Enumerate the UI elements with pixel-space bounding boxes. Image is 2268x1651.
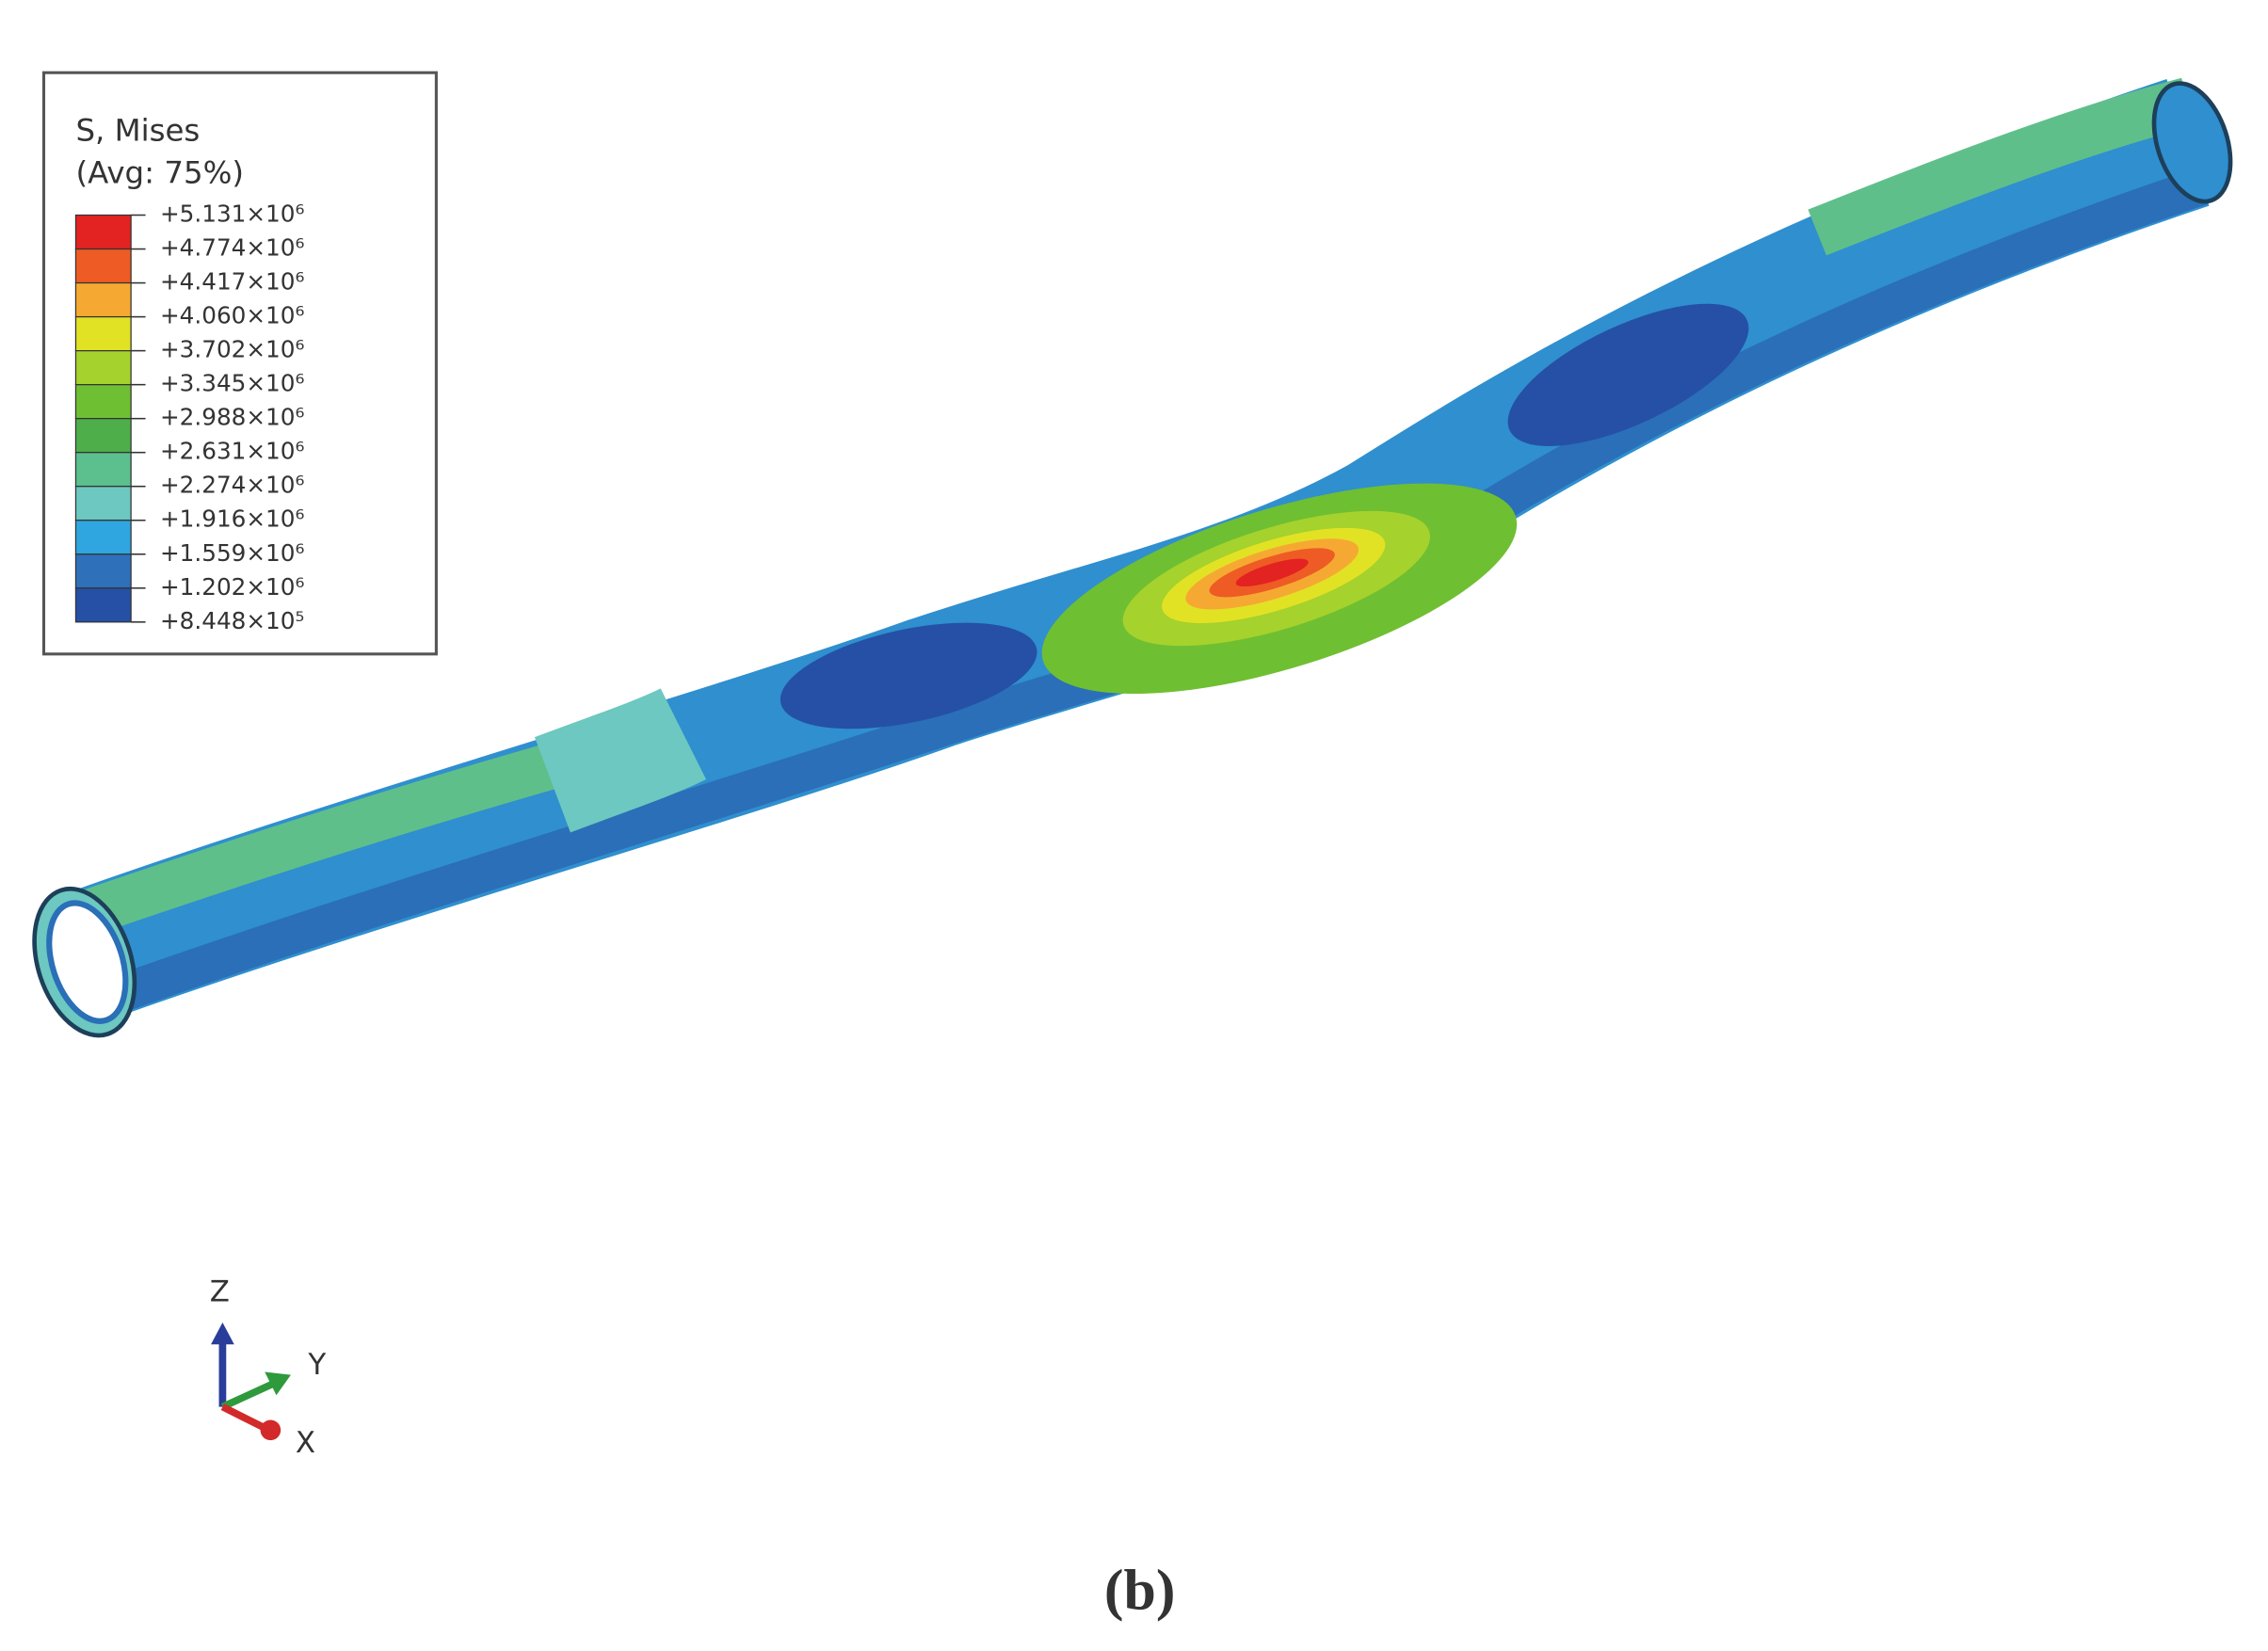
triad-label: Z [210,1275,230,1309]
x-axis [220,1403,268,1433]
tube-opening [46,900,129,1024]
color-band [74,315,132,352]
level-label: +1.916×10⁶ [160,505,304,533]
color-bar: +5.131×10⁶ +4.774×10⁶ +4.417×10⁶ +4.060×10⁶… [74,200,304,634]
level-label: +1.202×10⁶ [160,573,304,601]
level-label: +2.274×10⁶ [160,472,304,499]
color-band [74,520,132,555]
low-stress-spot [1507,303,1749,446]
level-label: +3.702×10⁶ [160,336,304,363]
low-stress-spot [780,622,1037,729]
level-label: +5.131×10⁶ [160,200,304,228]
triad-label: Y [307,1348,326,1382]
color-band [74,553,132,589]
triad-label: X [296,1426,315,1460]
level-label: +4.060×10⁶ [160,302,304,329]
legend-subtitle: (Avg: 75%) [75,154,244,190]
color-band [74,587,132,623]
level-label: +2.988×10⁶ [160,404,304,431]
z-arrowhead [211,1322,234,1345]
color-band [74,248,132,284]
level-label: +3.345×10⁶ [160,370,304,397]
tube-teal-left [534,688,707,833]
tube-end [2151,81,2233,204]
level-label: +2.631×10⁶ [160,438,304,465]
legend: S, Mises (Avg: 75%) +5.131×10⁶ +4.774×10⁶… [41,71,438,656]
color-band [74,214,132,250]
color-band [74,384,132,420]
legend-title: S, Mises [75,113,200,149]
color-band [74,486,132,521]
level-label: +4.774×10⁶ [160,234,304,262]
stress-zone [1235,558,1309,587]
level-label: +1.559×10⁶ [160,539,304,567]
level-label: +4.417×10⁶ [160,268,304,296]
color-band [74,452,132,488]
y-axis [220,1380,276,1411]
axis-triad: Z Y X [210,1275,327,1461]
tube [32,77,2233,1038]
caption: (b) [1104,1558,1175,1622]
color-band [74,418,132,454]
y-arrowhead [265,1371,291,1396]
color-band [74,281,132,318]
color-band [74,350,132,386]
tube-top-green-right [1808,77,2195,256]
level-label: +8.448×10⁵ [160,607,304,634]
x-arrowhead [260,1419,281,1441]
